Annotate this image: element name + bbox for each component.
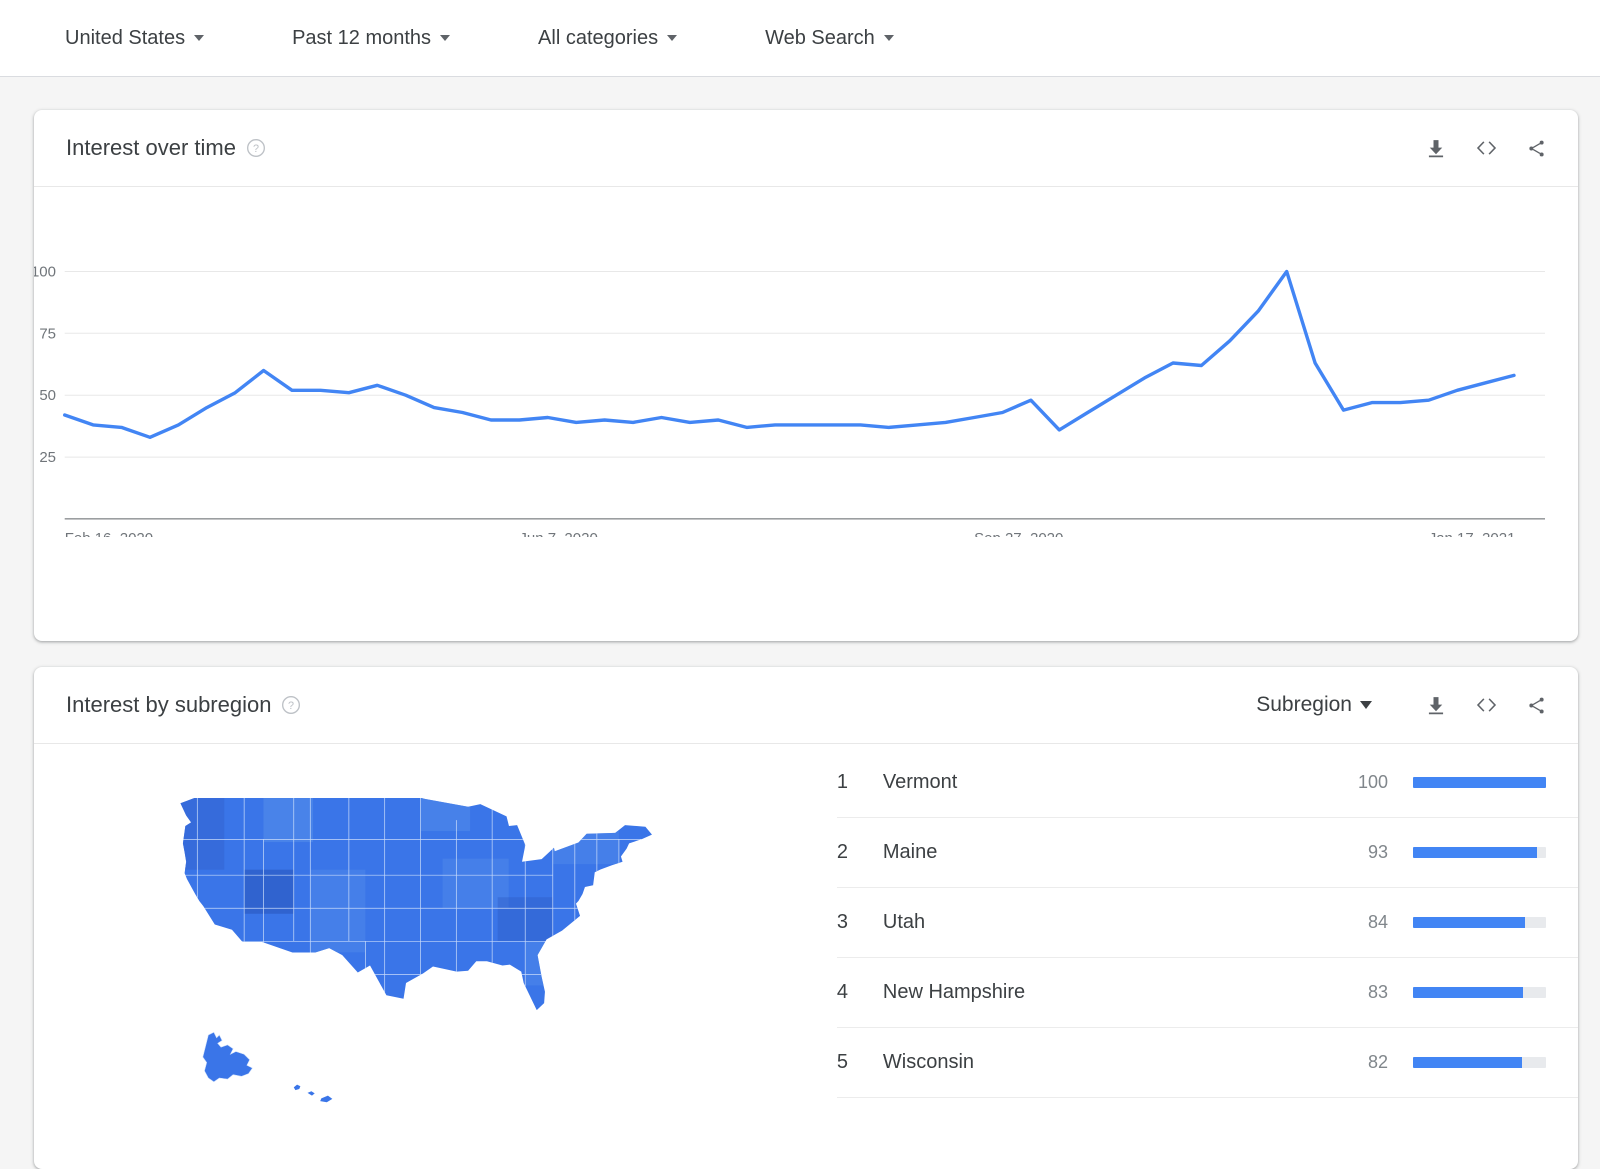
svg-text:Jun 7, 2020: Jun 7, 2020 [519,530,597,537]
svg-text:Jan 17, 2021: Jan 17, 2021 [1429,530,1516,537]
svg-text:75: 75 [39,325,56,342]
svg-text:25: 25 [39,449,56,466]
svg-text:50: 50 [39,387,56,404]
svg-text:?: ? [253,143,259,155]
svg-text:?: ? [288,700,294,712]
svg-text:100: 100 [34,264,56,281]
svg-text:Sep 27, 2020: Sep 27, 2020 [974,530,1063,537]
svg-text:Feb 16, 2020: Feb 16, 2020 [65,530,153,537]
